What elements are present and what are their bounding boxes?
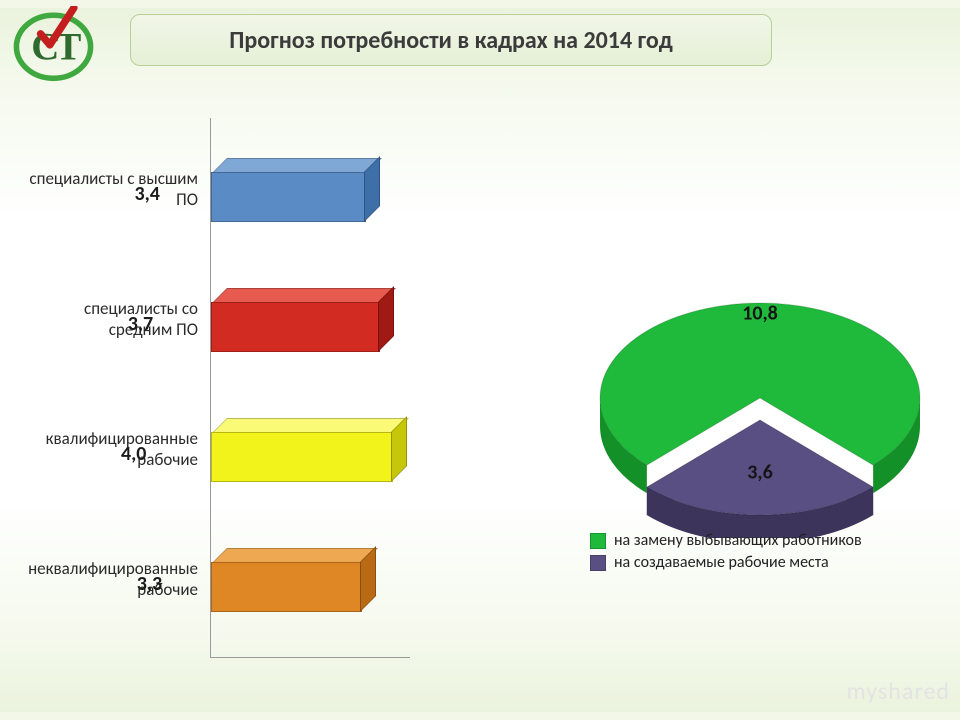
legend-swatch xyxy=(590,533,606,549)
bar-value: 3,4 xyxy=(135,182,288,206)
legend-item: на замену выбывающих работников xyxy=(590,531,862,550)
logo: С Т xyxy=(6,6,101,82)
pie-chart: 10,8 3,6 xyxy=(560,278,940,538)
bar-chart: специалисты с высшимПО3,4специалисты сос… xyxy=(0,118,580,678)
legend-text: на создаваемые рабочие места xyxy=(614,553,829,572)
bar-chart-x-axis xyxy=(210,657,410,658)
legend-swatch xyxy=(590,555,606,571)
legend-item: на создаваемые рабочие места xyxy=(590,553,862,572)
watermark: myshared xyxy=(847,677,950,706)
pie-slice-label: 10,8 xyxy=(742,302,778,326)
bar-value: 3,7 xyxy=(128,312,295,336)
pie-slice-label: 3,6 xyxy=(747,460,772,484)
bar-value: 4,0 xyxy=(121,442,301,466)
page-title: Прогноз потребности в кадрах на 2014 год xyxy=(229,26,672,55)
slide: С Т Прогноз потребности в кадрах на 2014… xyxy=(0,0,960,720)
pie-chart-svg: 10,8 3,6 xyxy=(560,278,940,538)
bar-value: 3,3 xyxy=(137,572,286,596)
title-bar: Прогноз потребности в кадрах на 2014 год xyxy=(130,14,772,66)
legend-text: на замену выбывающих работников xyxy=(614,531,862,550)
pie-legend: на замену выбывающих работников на создав… xyxy=(590,528,862,575)
